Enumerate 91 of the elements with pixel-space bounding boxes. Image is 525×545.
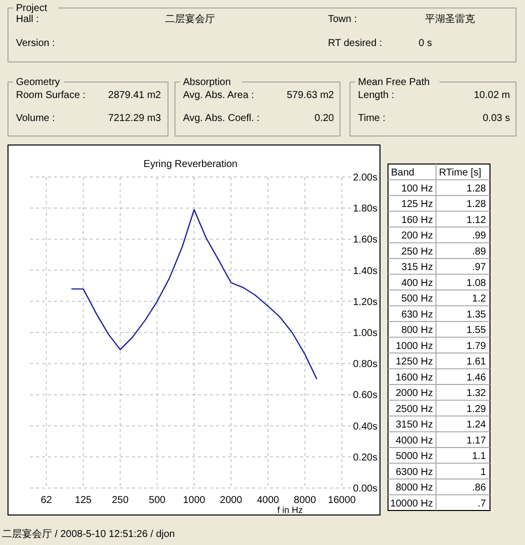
- text: 0.03 s: [482, 113, 510, 124]
- text: 1.17: [466, 435, 486, 446]
- category-label: 500 Hz: [401, 294, 433, 304]
- text: 1.28: [466, 199, 486, 210]
- category-label: 6300 Hz: [396, 466, 433, 478]
- text: 7212.29 m3: [108, 113, 162, 124]
- category-label: 200 Hz: [401, 230, 433, 242]
- category-label: 100 Hz: [401, 183, 433, 194]
- text: .89: [472, 246, 486, 258]
- category-label: 1000 Hz: [396, 340, 433, 352]
- text: Length :: [358, 90, 394, 101]
- text: Avg. Abs. Area :: [183, 90, 254, 101]
- category-label: 3150 Hz: [396, 420, 433, 430]
- category-label: 10000 Hz: [390, 498, 433, 510]
- text: 1.79: [466, 340, 486, 352]
- text: Volume :: [16, 113, 55, 124]
- text: 1.24: [466, 420, 486, 430]
- category-label: 315 Hz: [401, 262, 433, 273]
- category-label: 2000 Hz: [396, 388, 433, 399]
- text: .99: [472, 230, 486, 242]
- category-label: 125 Hz: [401, 199, 433, 210]
- category-label: 160 Hz: [401, 214, 433, 226]
- text: Version :: [16, 38, 55, 49]
- text: Geometry: [16, 77, 60, 88]
- text: 1.46: [466, 372, 486, 384]
- text: Hall :: [16, 14, 39, 25]
- line-series: [70, 209, 318, 380]
- text: Absorption: [183, 77, 231, 88]
- text: Band: [391, 168, 414, 178]
- text: Time :: [358, 113, 386, 124]
- text: Room Surface :: [16, 90, 86, 101]
- text: 1.55: [466, 325, 486, 336]
- category-label: 1600 Hz: [396, 372, 433, 384]
- text: 二层宴会厅 / 2008-5-10 12:51:26 / djon: [2, 528, 175, 540]
- text: 0.20: [314, 113, 334, 124]
- x-tick-label: 8000: [294, 495, 316, 506]
- text: 1.32: [466, 388, 486, 399]
- text: 1.61: [466, 356, 486, 368]
- chart-title: Eyring Reverberation: [144, 159, 238, 170]
- category-label: 800 Hz: [401, 325, 433, 336]
- text: 579.63 m2: [286, 90, 334, 101]
- x-tick-label: 125: [74, 495, 92, 506]
- y-tick-label: 1.20s: [353, 296, 378, 308]
- y-tick-label: 2.00s: [353, 172, 378, 184]
- category-label: 400 Hz: [401, 278, 433, 289]
- text: 1: [480, 466, 486, 478]
- text: Town :: [328, 14, 357, 25]
- text: .86: [472, 482, 486, 494]
- x-axis-title: f in Hz: [277, 505, 304, 515]
- text: Project: [16, 3, 48, 14]
- text: .97: [472, 262, 486, 273]
- x-tick-label: 2000: [220, 495, 243, 506]
- x-tick-label: 500: [148, 495, 166, 506]
- text: 平湖圣雷克: [425, 13, 475, 25]
- text: 二层宴会厅: [165, 13, 215, 25]
- text: 10.02 m: [474, 90, 510, 101]
- text: 1.35: [466, 309, 486, 320]
- text: RT desired :: [328, 38, 382, 49]
- x-tick-label: 16000: [328, 495, 356, 506]
- y-tick-label: 0.80s: [353, 359, 378, 370]
- text: 1.1: [472, 451, 486, 462]
- text: Mean Free Path: [358, 77, 430, 88]
- text: 1.29: [466, 404, 486, 415]
- category-label: 2500 Hz: [396, 404, 433, 415]
- category-label: 1250 Hz: [396, 356, 433, 368]
- text: .7: [478, 498, 486, 510]
- text: 0 s: [418, 38, 432, 49]
- text: 1.08: [466, 278, 486, 289]
- y-tick-label: 1.80s: [353, 204, 378, 215]
- category-label: 250 Hz: [401, 246, 433, 258]
- x-tick-label: 4000: [256, 495, 280, 506]
- y-tick-label: 0.60s: [353, 390, 378, 402]
- y-tick-label: 0.00s: [353, 484, 378, 494]
- category-label: 5000 Hz: [396, 451, 433, 462]
- text: 1.28: [466, 183, 486, 194]
- y-tick-label: 1.60s: [353, 234, 378, 246]
- category-label: 4000 Hz: [396, 435, 433, 446]
- category-label: 630 Hz: [401, 309, 433, 320]
- text: RTime [s]: [439, 168, 482, 178]
- y-tick-label: 0.20s: [353, 452, 378, 464]
- category-label: 8000 Hz: [396, 482, 433, 494]
- y-tick-label: 0.40s: [353, 421, 378, 432]
- x-tick-label: 62: [40, 495, 52, 506]
- x-tick-label: 250: [112, 495, 129, 506]
- text: Avg. Abs. Coefl. :: [183, 113, 260, 124]
- y-tick-label: 1.00s: [353, 328, 378, 339]
- x-tick-label: 1000: [182, 495, 206, 506]
- text: 1.2: [472, 294, 486, 304]
- text: 2879.41 m2: [108, 90, 162, 101]
- text: 1.12: [466, 214, 486, 226]
- y-tick-label: 1.40s: [353, 266, 378, 277]
